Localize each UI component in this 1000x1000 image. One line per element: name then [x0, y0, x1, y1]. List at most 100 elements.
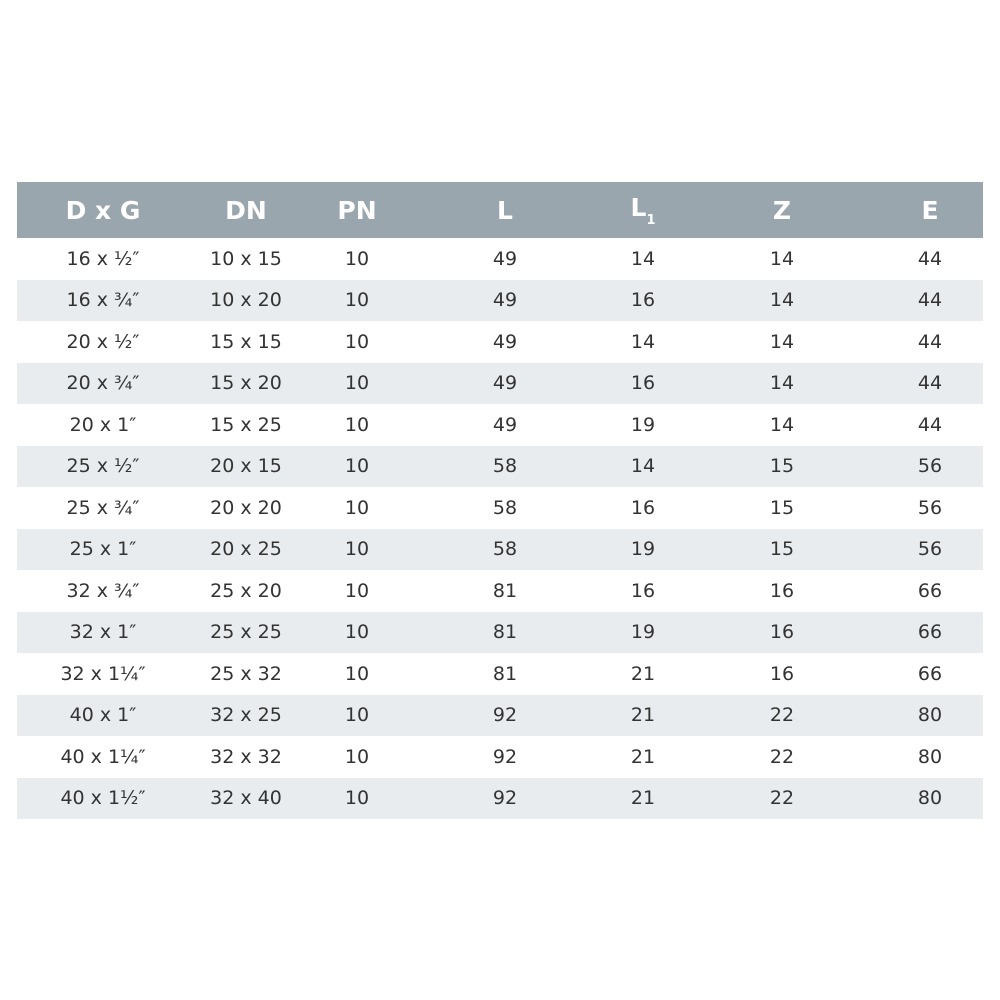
- cell-e: 80: [917, 745, 943, 768]
- cell-z: 15: [769, 538, 795, 561]
- cell-l: 92: [492, 787, 518, 810]
- cell-dn: 32 x 25: [210, 704, 282, 727]
- cell-z: 14: [769, 372, 795, 395]
- dimensions-table: D x G DN PN L L1 Z E 16 x ½″ 10 x 15 10 49 1…: [17, 182, 983, 819]
- cell-dxg: 20 x ¾″: [66, 372, 140, 395]
- cell-l: 92: [492, 704, 518, 727]
- cell-dn: 15 x 25: [210, 413, 282, 436]
- cell-l1: 14: [630, 247, 656, 270]
- header-dn: DN: [225, 195, 267, 225]
- cell-dxg: 20 x 1″: [69, 413, 137, 436]
- cell-l: 49: [492, 289, 518, 312]
- cell-e: 44: [917, 330, 943, 353]
- table-row: 40 x 1″ 32 x 25 10 92 21 22 80: [17, 694, 983, 736]
- table-row: 32 x 1¼″ 25 x 32 10 81 21 16 66: [17, 653, 983, 695]
- cell-e: 66: [917, 621, 943, 644]
- cell-l1: 21: [630, 704, 656, 727]
- cell-l: 58: [492, 538, 518, 561]
- cell-z: 14: [769, 330, 795, 353]
- cell-z: 16: [769, 621, 795, 644]
- cell-l: 81: [492, 579, 518, 602]
- table-row: 20 x ¾″ 15 x 20 10 49 16 14 44: [17, 362, 983, 404]
- cell-l: 49: [492, 247, 518, 270]
- cell-l1: 21: [630, 787, 656, 810]
- table-row: 32 x ¾″ 25 x 20 10 81 16 16 66: [17, 570, 983, 612]
- cell-l1: 16: [630, 289, 656, 312]
- cell-dxg: 32 x 1″: [69, 621, 137, 644]
- table-row: 16 x ½″ 10 x 15 10 49 14 14 44: [17, 238, 983, 280]
- cell-dxg: 25 x ½″: [66, 455, 140, 478]
- cell-dxg: 40 x 1¼″: [60, 745, 146, 768]
- cell-pn: 10: [344, 496, 370, 519]
- cell-dxg: 25 x ¾″: [66, 496, 140, 519]
- table-row: 40 x 1½″ 32 x 40 10 92 21 22 80: [17, 777, 983, 819]
- table-row: 25 x ¾″ 20 x 20 10 58 16 15 56: [17, 487, 983, 529]
- cell-z: 22: [769, 704, 795, 727]
- cell-pn: 10: [344, 247, 370, 270]
- cell-l1: 16: [630, 496, 656, 519]
- cell-e: 44: [917, 372, 943, 395]
- cell-dn: 15 x 20: [210, 372, 282, 395]
- header-l1: L1: [599, 182, 687, 238]
- cell-l1: 21: [630, 745, 656, 768]
- table-row: 16 x ¾″ 10 x 20 10 49 16 14 44: [17, 279, 983, 321]
- table-row: 20 x ½″ 15 x 15 10 49 14 14 44: [17, 321, 983, 363]
- cell-dxg: 16 x ½″: [66, 247, 140, 270]
- header-l1-main: L: [630, 192, 647, 222]
- cell-pn: 10: [344, 745, 370, 768]
- table-row: 20 x 1″ 15 x 25 10 49 19 14 44: [17, 404, 983, 446]
- cell-e: 44: [917, 413, 943, 436]
- cell-e: 66: [917, 662, 943, 685]
- table-row: 40 x 1¼″ 32 x 32 10 92 21 22 80: [17, 736, 983, 778]
- cell-dn: 25 x 32: [210, 662, 282, 685]
- header-l1-subscript: 1: [646, 212, 656, 228]
- cell-l: 49: [492, 330, 518, 353]
- cell-z: 15: [769, 496, 795, 519]
- cell-z: 16: [769, 662, 795, 685]
- cell-pn: 10: [344, 621, 370, 644]
- cell-dn: 10 x 20: [210, 289, 282, 312]
- cell-dn: 20 x 20: [210, 496, 282, 519]
- cell-dn: 32 x 40: [210, 787, 282, 810]
- cell-e: 80: [917, 704, 943, 727]
- cell-z: 22: [769, 745, 795, 768]
- cell-e: 66: [917, 579, 943, 602]
- cell-z: 15: [769, 455, 795, 478]
- cell-l1: 21: [630, 662, 656, 685]
- cell-l: 81: [492, 621, 518, 644]
- cell-pn: 10: [344, 538, 370, 561]
- cell-pn: 10: [344, 579, 370, 602]
- cell-z: 14: [769, 247, 795, 270]
- cell-l1: 14: [630, 330, 656, 353]
- table-row: 32 x 1″ 25 x 25 10 81 19 16 66: [17, 611, 983, 653]
- cell-l1: 19: [630, 621, 656, 644]
- cell-dn: 10 x 15: [210, 247, 282, 270]
- header-dxg: D x G: [65, 195, 141, 225]
- cell-e: 80: [917, 787, 943, 810]
- cell-l1: 19: [630, 538, 656, 561]
- cell-l1: 16: [630, 579, 656, 602]
- cell-z: 22: [769, 787, 795, 810]
- cell-z: 14: [769, 289, 795, 312]
- cell-pn: 10: [344, 455, 370, 478]
- cell-l: 49: [492, 413, 518, 436]
- cell-l1: 14: [630, 455, 656, 478]
- cell-dn: 25 x 25: [210, 621, 282, 644]
- header-l: L: [497, 195, 513, 225]
- cell-pn: 10: [344, 787, 370, 810]
- table-row: 25 x 1″ 20 x 25 10 58 19 15 56: [17, 528, 983, 570]
- cell-dxg: 25 x 1″: [69, 538, 137, 561]
- cell-l: 81: [492, 662, 518, 685]
- cell-dn: 15 x 15: [210, 330, 282, 353]
- cell-pn: 10: [344, 330, 370, 353]
- cell-dxg: 16 x ¾″: [66, 289, 140, 312]
- header-z: Z: [772, 195, 792, 225]
- cell-dn: 20 x 15: [210, 455, 282, 478]
- cell-l1: 16: [630, 372, 656, 395]
- cell-e: 44: [917, 247, 943, 270]
- cell-l1: 19: [630, 413, 656, 436]
- cell-l: 92: [492, 745, 518, 768]
- cell-z: 14: [769, 413, 795, 436]
- table-row: 25 x ½″ 20 x 15 10 58 14 15 56: [17, 445, 983, 487]
- cell-pn: 10: [344, 704, 370, 727]
